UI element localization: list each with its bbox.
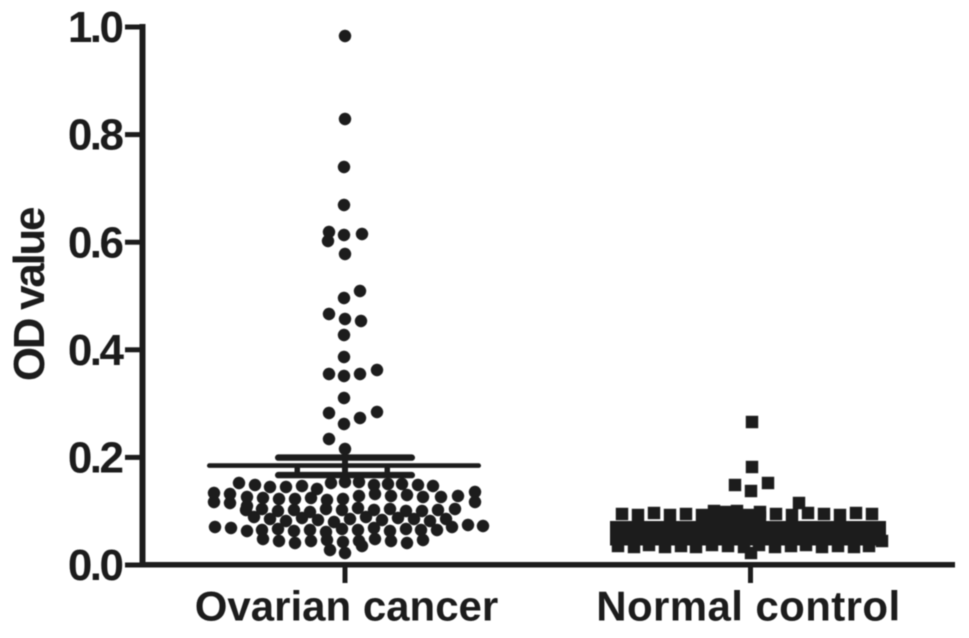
svg-text:1.0: 1.0 bbox=[68, 3, 123, 52]
svg-text:0.0: 0.0 bbox=[68, 541, 123, 590]
svg-text:OD value: OD value bbox=[5, 208, 54, 381]
svg-text:Ovarian cancer: Ovarian cancer bbox=[195, 583, 499, 630]
svg-text:0.8: 0.8 bbox=[68, 111, 124, 160]
svg-text:0.6: 0.6 bbox=[68, 218, 123, 267]
svg-text:Normal control: Normal control bbox=[596, 583, 900, 630]
svg-text:0.4: 0.4 bbox=[68, 326, 125, 375]
svg-text:0.2: 0.2 bbox=[68, 434, 123, 483]
